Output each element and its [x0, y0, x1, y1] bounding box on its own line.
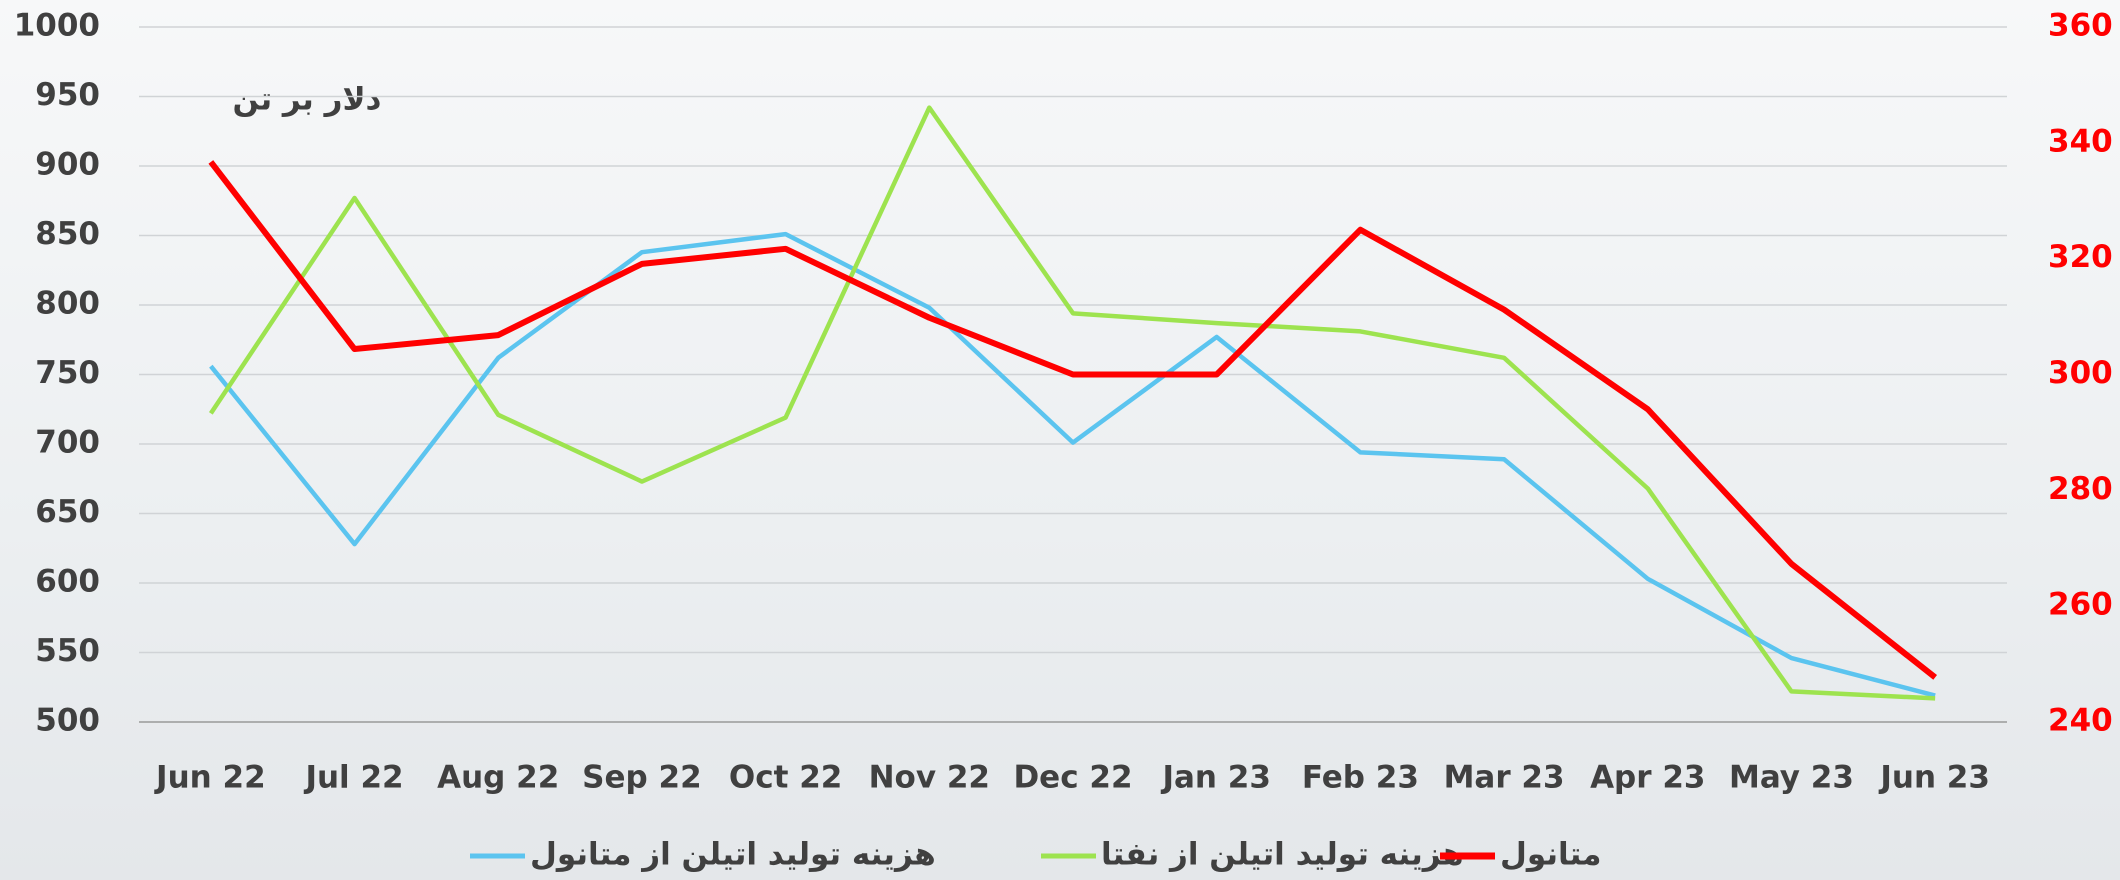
x-tick-label: Aug 22 [437, 760, 559, 796]
y-tick-label: 550 [35, 633, 100, 669]
y-tick-label: 700 [35, 425, 100, 461]
y-tick-label: 800 [35, 286, 100, 322]
x-tick-label: Apr 23 [1590, 760, 1705, 796]
series-line [208, 160, 1938, 680]
y-tick-label: 750 [35, 355, 100, 391]
y2-tick-label: 260 [2048, 587, 2113, 623]
y-tick-label: 900 [35, 147, 100, 183]
legend-label: متانول [1500, 837, 1601, 873]
y-tick-label: 950 [35, 77, 100, 113]
x-tick-label: Jul 22 [303, 760, 403, 796]
series-line [209, 231, 1936, 698]
y-tick-label: 650 [35, 494, 100, 530]
y2-tick-label: 300 [2048, 355, 2113, 391]
x-tick-label: Jun 23 [1878, 760, 1990, 796]
x-tick-label: Oct 22 [729, 760, 842, 796]
y-tick-label: 850 [35, 216, 100, 252]
y-tick-label: 500 [35, 703, 100, 739]
legend-label: هزینه تولید اتیلن از نفتا [1101, 837, 1464, 873]
y2-tick-label: 340 [2048, 123, 2113, 159]
series-line [208, 105, 1936, 701]
x-tick-label: Nov 22 [869, 760, 990, 796]
y-tick-label: 1000 [14, 8, 100, 44]
y2-tick-label: 320 [2048, 239, 2113, 275]
x-tick-label: Mar 23 [1444, 760, 1565, 796]
x-tick-label: Jan 23 [1160, 760, 1270, 796]
y2-tick-label: 360 [2048, 8, 2113, 44]
x-tick-label: Dec 22 [1013, 760, 1132, 796]
legend-label: هزینه تولید اتیلن از متانول [530, 837, 936, 873]
x-tick-label: May 23 [1729, 760, 1854, 796]
y2-tick-label: 280 [2048, 471, 2113, 507]
x-tick-label: Sep 22 [582, 760, 701, 796]
y-tick-label: 600 [35, 564, 100, 600]
annotation: دلار بر تن [233, 82, 382, 118]
x-tick-label: Feb 23 [1302, 760, 1419, 796]
x-tick-label: Jun 22 [154, 760, 266, 796]
y2-tick-label: 240 [2048, 703, 2113, 739]
